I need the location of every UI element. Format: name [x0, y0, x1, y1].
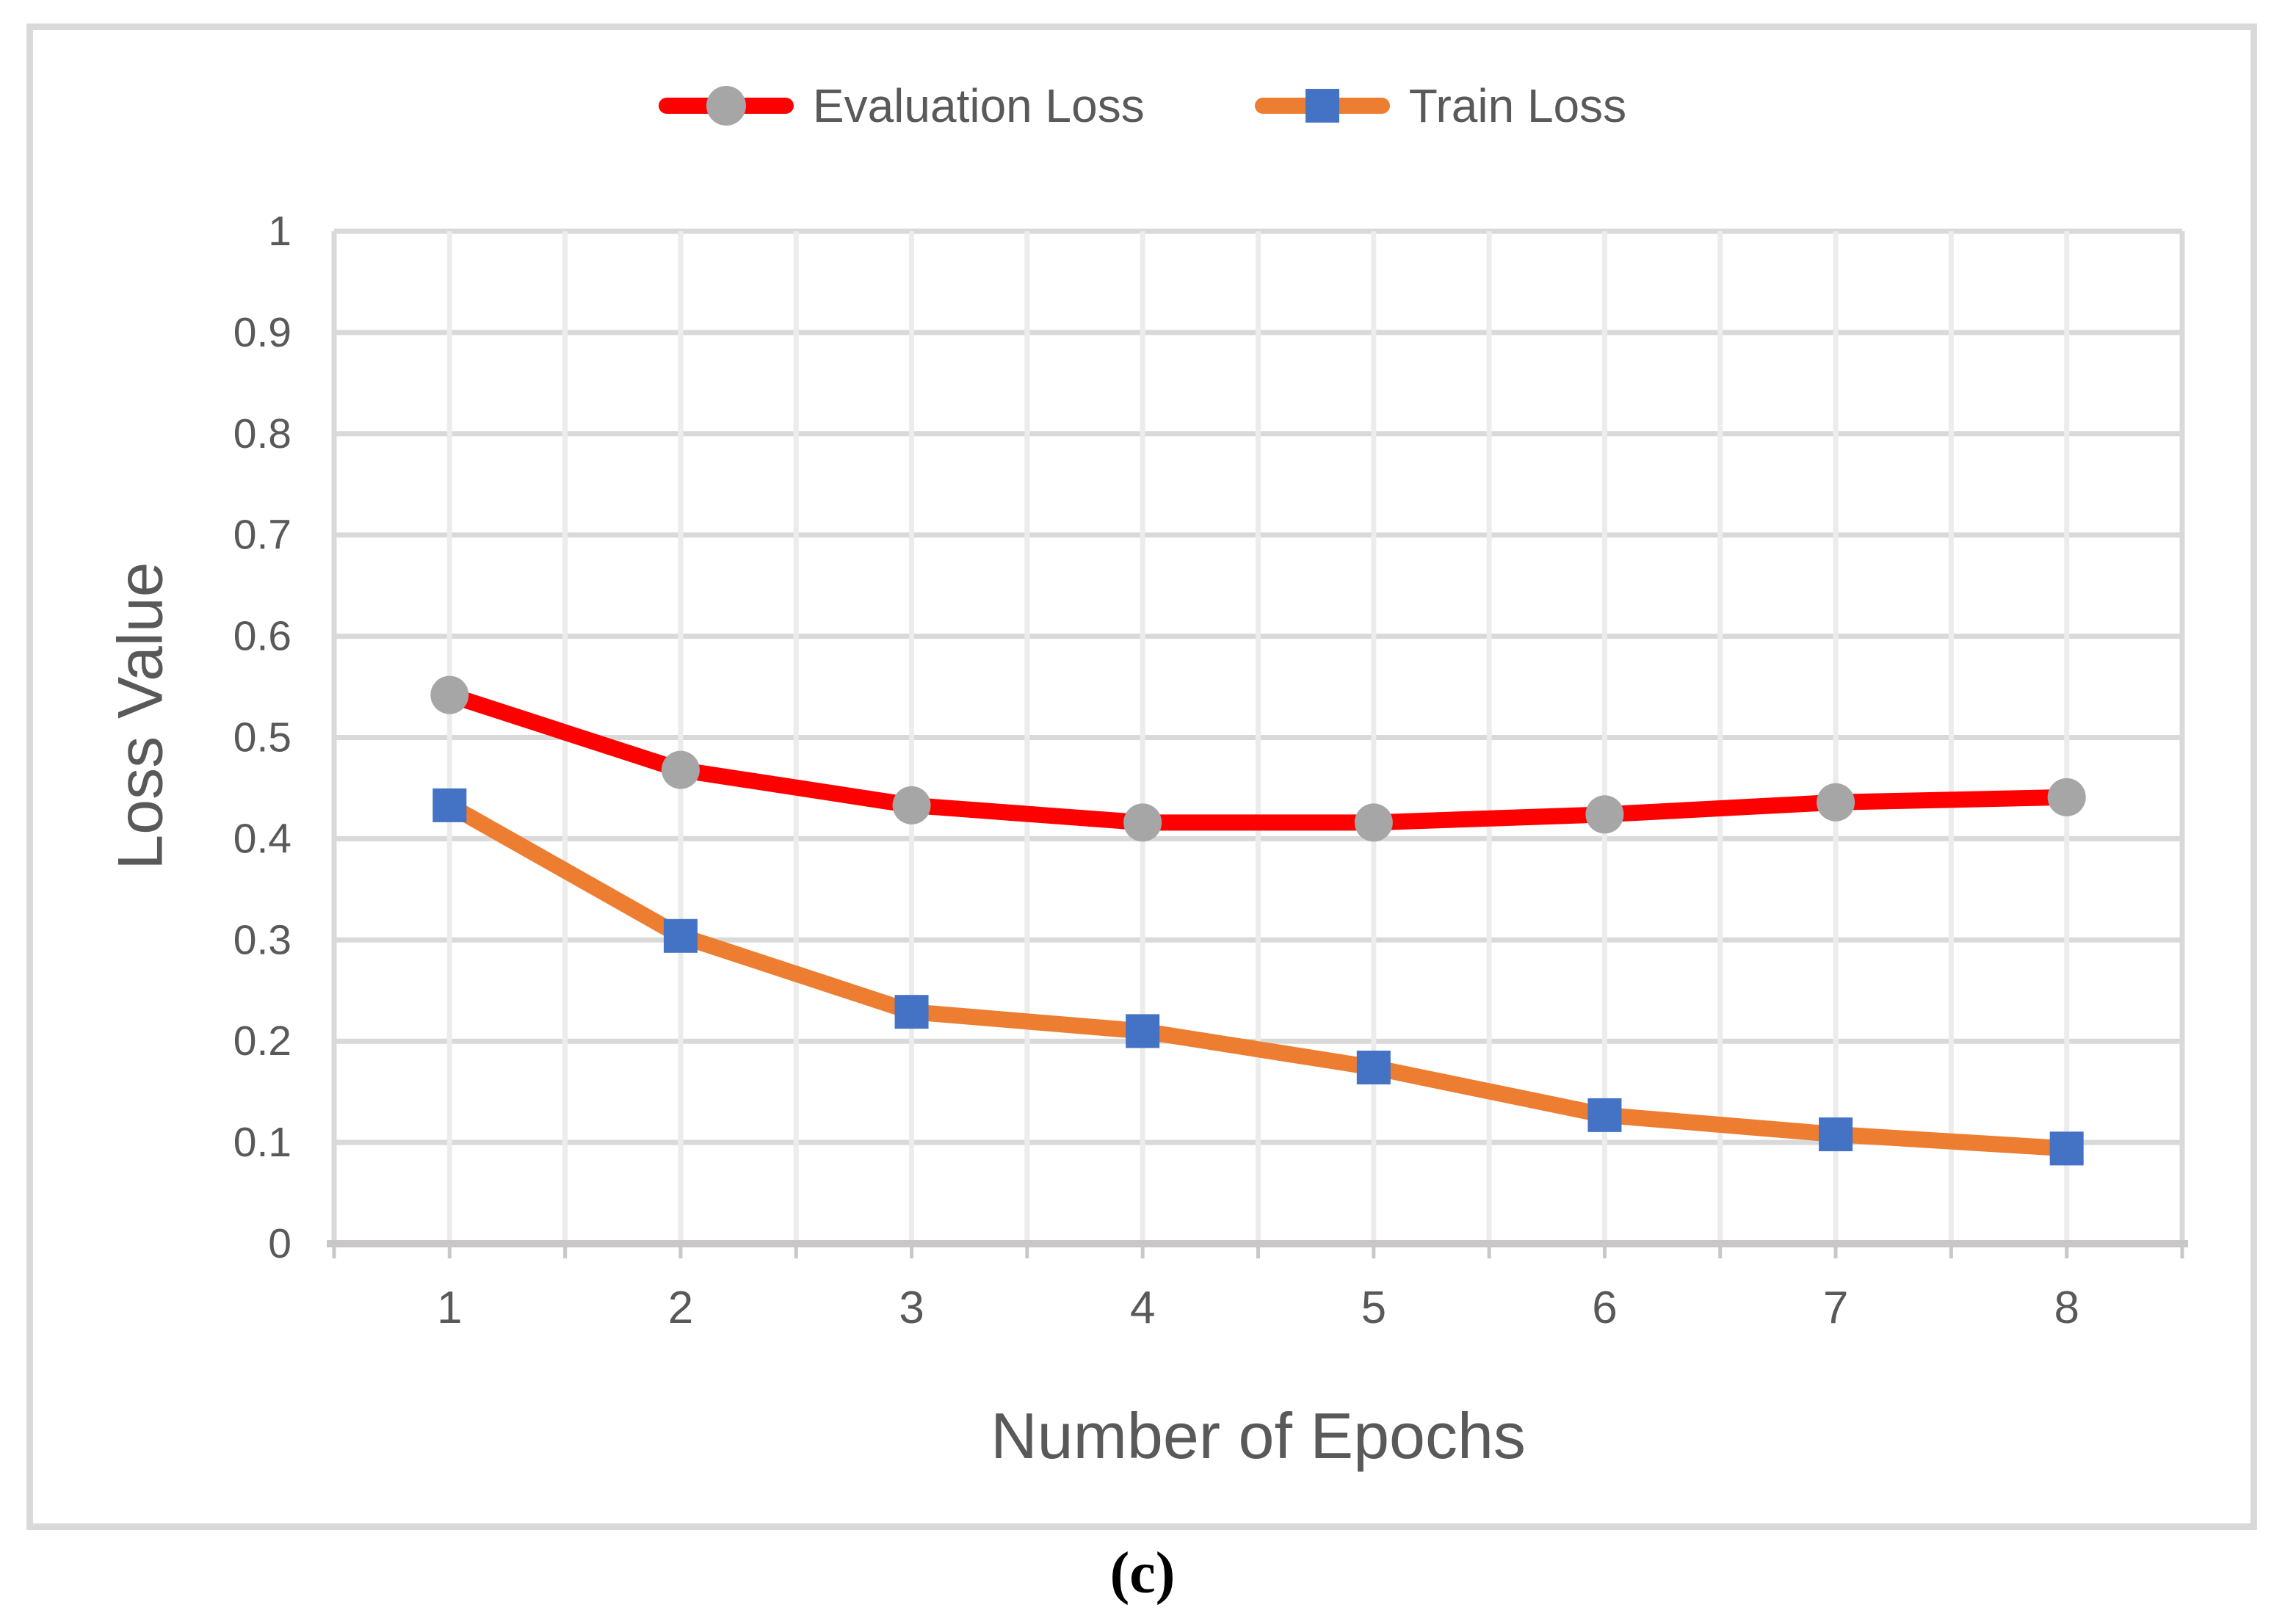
legend-marker-train-loss — [1254, 85, 1390, 126]
figure-caption: (c) — [1109, 1541, 1176, 1606]
data-point-marker-square — [894, 995, 929, 1029]
data-point-marker-circle — [1123, 803, 1162, 842]
legend-marker-evaluation-loss — [658, 85, 794, 126]
x-tick-label: 2 — [668, 1283, 693, 1333]
chart-plot-area: 0 0.1 0.2 0.3 0.4 0.5 0.6 0.7 0.8 0.9 1 1 2 3 4 5 6 7 8 — [233, 208, 2188, 1333]
chart-legend: Evaluation Loss Train Loss — [0, 82, 2285, 129]
circle-marker-icon — [706, 86, 746, 126]
y-tick-label: 0.3 — [233, 916, 291, 963]
series-line-evaluation-loss — [441, 686, 2075, 831]
data-point-marker-square — [2049, 1131, 2084, 1166]
x-tick-label: 8 — [2054, 1283, 2079, 1333]
data-point-marker-circle — [661, 750, 700, 789]
square-marker-icon — [1305, 89, 1339, 123]
x-tick-label: 1 — [437, 1283, 462, 1333]
data-point-marker-circle — [1817, 783, 1855, 822]
legend-label: Evaluation Loss — [812, 79, 1145, 132]
y-tick-label: 0 — [268, 1220, 291, 1267]
data-point-marker-circle — [1354, 803, 1393, 842]
y-tick-label: 0.6 — [233, 613, 291, 660]
x-tick-label: 4 — [1130, 1283, 1155, 1333]
y-tick-label: 1 — [268, 208, 291, 255]
data-point-marker-circle — [892, 786, 931, 824]
x-tick-label: 7 — [1823, 1283, 1848, 1333]
data-point-marker-square — [1819, 1117, 1853, 1152]
y-tick-label: 0.8 — [233, 410, 291, 457]
y-tick-label: 0.5 — [233, 714, 291, 761]
y-axis-title: Loss Value — [105, 562, 176, 870]
legend-item-evaluation-loss: Evaluation Loss — [658, 79, 1145, 132]
x-tick-label: 6 — [1592, 1283, 1617, 1333]
data-point-marker-circle — [430, 675, 469, 714]
y-tick-label: 0.2 — [233, 1018, 291, 1065]
data-point-marker-square — [663, 918, 698, 953]
data-point-marker-square — [1356, 1051, 1391, 1085]
legend-item-train-loss: Train Loss — [1254, 79, 1627, 132]
x-tick-label: 5 — [1361, 1283, 1386, 1333]
y-tick-label: 0.4 — [233, 815, 291, 862]
figure-border — [26, 23, 2257, 1530]
y-tick-label: 0.7 — [233, 512, 291, 559]
legend-label: Train Loss — [1408, 79, 1627, 132]
x-axis-title: Number of Epochs — [991, 1399, 1526, 1472]
data-point-marker-square — [1126, 1014, 1160, 1048]
data-point-marker-circle — [1585, 795, 1624, 834]
data-point-marker-circle — [2047, 777, 2086, 816]
y-tick-label: 0.9 — [233, 309, 291, 356]
y-tick-label: 0.1 — [233, 1119, 291, 1166]
series-line-train-loss — [441, 797, 2075, 1157]
x-tick-label: 3 — [899, 1283, 924, 1333]
data-point-marker-square — [1587, 1098, 1622, 1132]
data-point-marker-square — [432, 788, 467, 822]
